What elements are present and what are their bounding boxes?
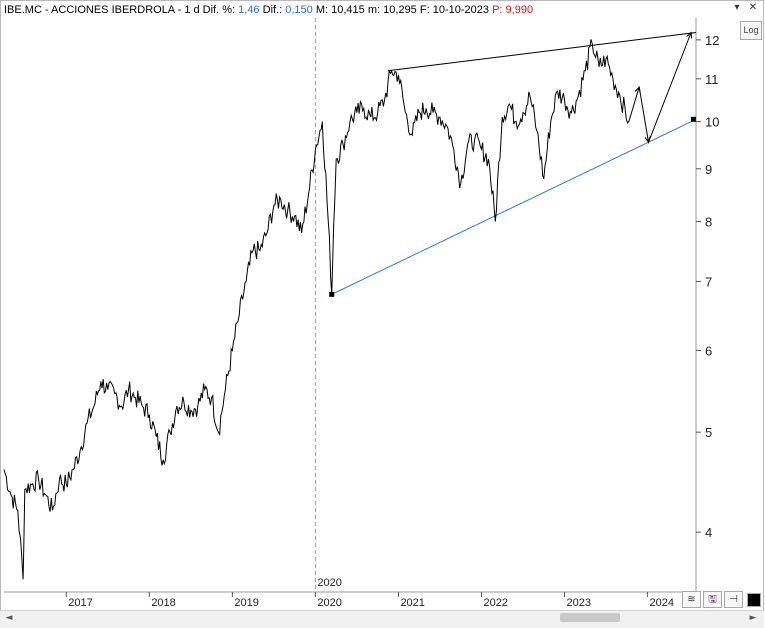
resistance-line	[387, 31, 697, 72]
max-value: 10,415	[331, 4, 365, 16]
save-icon[interactable]: 🖫	[703, 591, 722, 608]
x-tick-label: 2017	[68, 597, 92, 609]
y-tick-label: 5	[705, 425, 712, 440]
scroll-thumb[interactable]	[560, 613, 620, 622]
support-line	[331, 118, 697, 295]
x-tick-label: 2022	[483, 597, 507, 609]
quote-info-bar: IBE.MC - ACCIONES IBERDROLA - 1 d Dif. %…	[4, 3, 533, 17]
scroll-right-icon[interactable]: ►	[749, 613, 757, 623]
x-tick-label: 2019	[234, 597, 258, 609]
horizontal-scrollbar[interactable]	[0, 610, 764, 628]
y-tick-label: 11	[705, 72, 719, 87]
y-axis-ticks: 4 5 6 7 8 9 10 11 12	[696, 33, 719, 540]
trendlines-layer	[329, 31, 697, 297]
color-swatch-icon[interactable]	[747, 593, 761, 607]
x-tick-label: 2018	[151, 597, 175, 609]
projection-path	[628, 32, 692, 145]
y-tick-label: 6	[705, 343, 712, 358]
y-tick-label: 12	[705, 33, 719, 48]
y-tick-label: 8	[705, 215, 712, 230]
scroll-left-icon[interactable]: ◄	[5, 613, 13, 623]
dif-label: Dif.:	[262, 4, 283, 16]
zoom-icon[interactable]: ≋	[682, 591, 701, 608]
dif-pct-value: 1,46	[238, 4, 260, 16]
minimize-icon[interactable]: ▾	[734, 2, 740, 13]
close-icon[interactable]: ✕	[748, 2, 758, 13]
y-tick-label: 10	[705, 115, 719, 130]
price-label: P:	[492, 4, 503, 16]
projection-arrowhead	[644, 136, 651, 144]
y-tick-label: 4	[705, 525, 712, 540]
pin-icon[interactable]: ⊣	[724, 591, 743, 608]
corner-toolbar: ≋ 🖫 ⊣	[682, 591, 763, 609]
price-series-line	[3, 39, 630, 580]
date-value: 10-10-2023	[432, 4, 489, 16]
projection-arrowhead	[634, 86, 641, 94]
symbol-label: IBE.MC - ACCIONES IBERDROLA - 1 d	[4, 4, 200, 16]
x-tick-label: 2024	[650, 597, 674, 609]
x-tick-label: 2023	[567, 597, 591, 609]
dif-pct-label: Dif. %:	[202, 4, 236, 16]
x-tick-label: 2020	[317, 597, 341, 609]
x-tick-label: 2021	[400, 597, 424, 609]
dif-value: 0,150	[285, 4, 313, 16]
cursor-layer: 2020	[314, 18, 342, 592]
projection-arrowhead	[686, 31, 693, 39]
cursor-date-label: 2020	[317, 577, 341, 589]
price-value: 9,990	[505, 4, 534, 16]
min-value: 10,295	[383, 4, 417, 16]
x-axis-ticks: 2017 2018 2019 2020 2021 2022 2023 2024	[65, 592, 674, 609]
max-label: M:	[315, 4, 329, 16]
min-label: m:	[367, 4, 381, 16]
window-controls: ▾ ✕	[731, 2, 759, 14]
support-end-handle	[691, 116, 696, 122]
price-layer	[3, 39, 630, 580]
date-label: F:	[419, 4, 430, 16]
y-tick-label: 9	[705, 162, 712, 177]
y-tick-label: 7	[705, 274, 712, 289]
log-scale-button[interactable]: Log	[740, 21, 762, 40]
